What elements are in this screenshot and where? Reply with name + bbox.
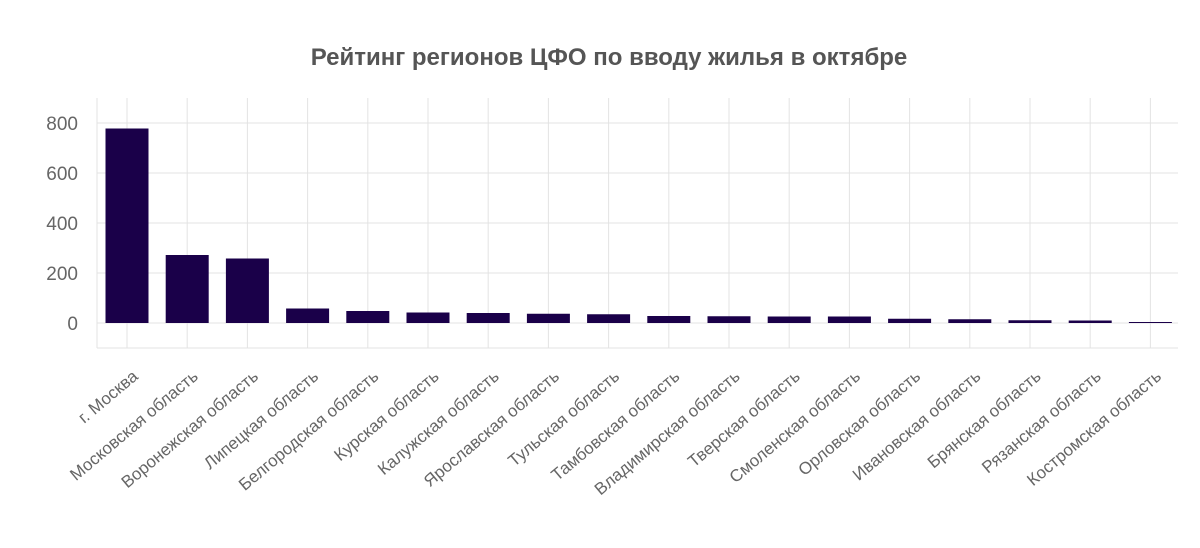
bar[interactable] <box>165 255 209 323</box>
bar[interactable] <box>888 318 932 323</box>
y-tick-label: 600 <box>46 164 78 185</box>
bar[interactable] <box>948 319 992 323</box>
x-tick-label: Курская область <box>331 366 443 464</box>
x-tick-label: Тверская область <box>684 366 804 471</box>
y-tick-label: 400 <box>46 214 78 235</box>
bar[interactable] <box>587 314 631 323</box>
x-tick-label: Тульская область <box>504 366 623 470</box>
y-tick-label: 200 <box>46 264 78 285</box>
bar[interactable] <box>346 311 390 323</box>
bar[interactable] <box>526 313 570 323</box>
bar[interactable] <box>1008 320 1052 323</box>
bar[interactable] <box>707 316 751 323</box>
bar[interactable] <box>767 316 811 324</box>
bar[interactable] <box>406 312 450 324</box>
bar[interactable] <box>105 128 149 324</box>
bar[interactable] <box>466 313 510 323</box>
chart-title: Рейтинг регионов ЦФО по вводу жилья в ок… <box>310 44 908 71</box>
bar[interactable] <box>1128 322 1172 323</box>
bar[interactable] <box>647 316 691 323</box>
bar[interactable] <box>286 308 330 324</box>
bar[interactable] <box>1068 320 1112 324</box>
bar[interactable] <box>225 258 269 324</box>
y-tick-label: 0 <box>67 314 78 335</box>
y-tick-label: 800 <box>46 114 78 135</box>
bar[interactable] <box>827 316 871 324</box>
